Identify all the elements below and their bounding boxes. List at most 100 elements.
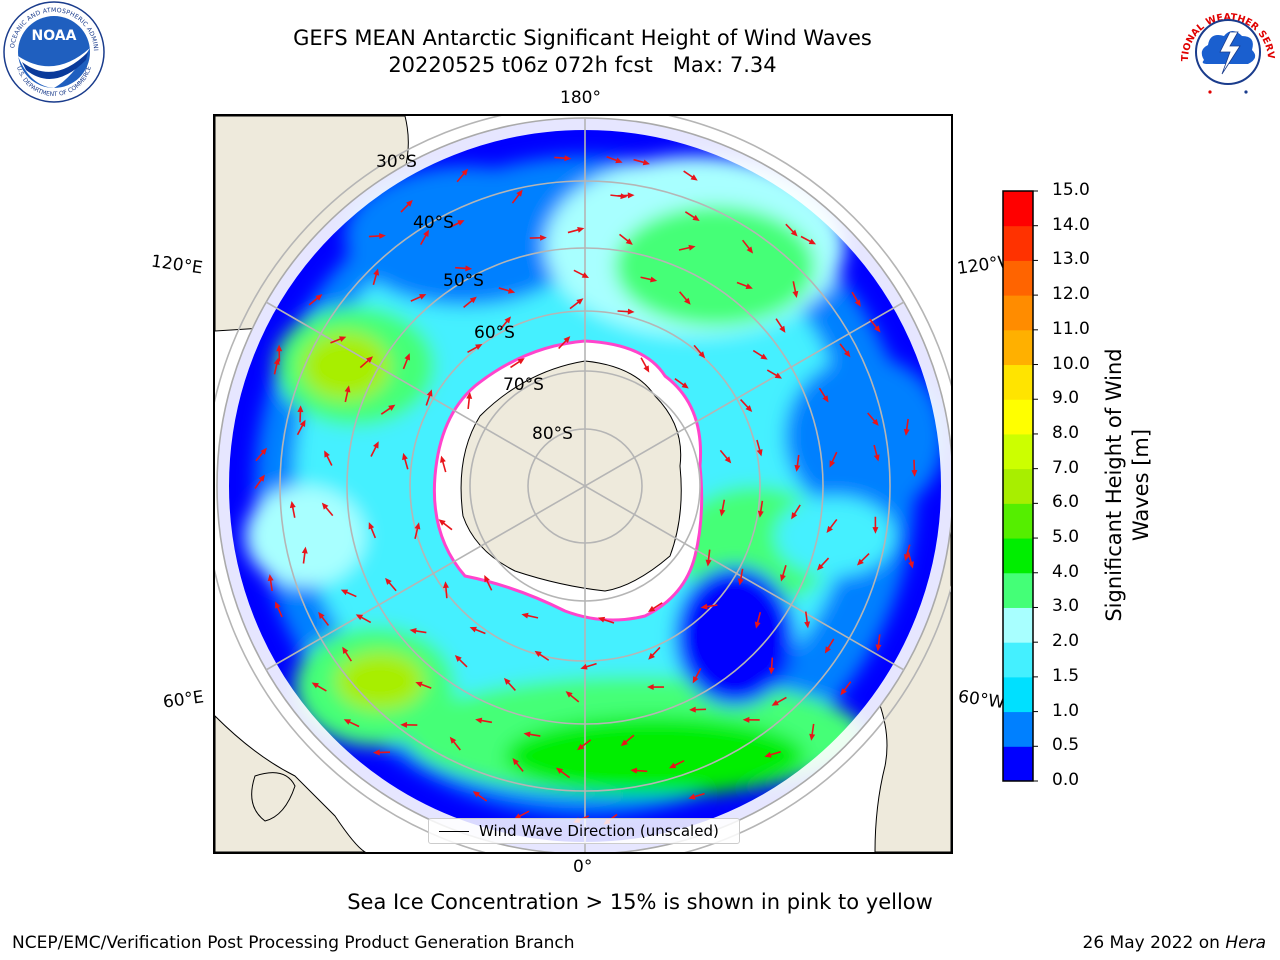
wave-arrow-head xyxy=(419,294,427,300)
lat-label-60s: 60°S xyxy=(474,323,515,343)
wave-arrow-head xyxy=(469,296,477,304)
wave-arrow-head xyxy=(565,691,573,698)
host-name: Hera xyxy=(1225,933,1266,953)
wave-arrow-head xyxy=(415,681,423,688)
nws-logo: NATIONAL WEATHER SERVICE xyxy=(1172,0,1280,108)
colorbar-segment xyxy=(1003,642,1033,678)
wave-arrow-head xyxy=(373,268,380,276)
wave-arrow-head xyxy=(366,356,373,363)
wave-arrow-head xyxy=(454,655,462,662)
wave-arrow-head xyxy=(700,603,708,610)
wave-arrow-head xyxy=(764,751,772,758)
wave-arrow-head xyxy=(275,601,281,609)
wave-arrow-head xyxy=(469,626,477,633)
wave-arrow-head xyxy=(440,455,446,463)
lon-label-180: 180° xyxy=(560,88,601,108)
wave-arrow-head xyxy=(555,767,564,774)
colorbar-segment xyxy=(1003,746,1033,782)
wave-arrow-head xyxy=(534,650,542,658)
wave-arrow-head xyxy=(757,510,764,518)
wave-arrow-head xyxy=(276,344,283,352)
wave-arrow-head xyxy=(581,272,590,278)
colorbar-label-line1: Significant Height of Wind xyxy=(1102,348,1126,622)
wave-arrow-head xyxy=(874,325,881,333)
wave-arrow-head xyxy=(379,232,386,239)
wave-arrow-head xyxy=(681,382,689,389)
wave-arrow-head xyxy=(273,357,280,365)
colorbar-segment xyxy=(1003,295,1033,331)
wave-arrow-head xyxy=(258,474,265,482)
wave-arrow-head xyxy=(368,522,375,530)
wave-arrow-head xyxy=(774,372,783,379)
lat-label-50s: 50°S xyxy=(443,271,484,291)
wave-arrow-head xyxy=(903,428,910,436)
wave-arrow-head xyxy=(756,449,763,457)
colorbar-segment xyxy=(1003,225,1033,261)
wave-arrow-head xyxy=(507,287,516,294)
colorbar-tick-label: 9.0 xyxy=(1052,388,1080,409)
wave-arrow-head xyxy=(684,297,691,305)
wave-arrow-head xyxy=(404,353,411,361)
wave-arrow-head xyxy=(299,419,306,427)
wave-arrow-head xyxy=(267,574,274,582)
wave-arrow-head xyxy=(692,214,700,221)
colorbar-tick-label: 5.0 xyxy=(1052,527,1080,548)
colorbar-frame xyxy=(1002,190,1034,782)
wave-arrow-head xyxy=(406,199,413,207)
wave-arrow-head xyxy=(339,336,347,342)
sea-ice-note: Sea Ice Concentration > 15% is shown in … xyxy=(347,890,933,914)
wave-arrow-head xyxy=(804,621,811,629)
lon-label-60e: 60°E xyxy=(161,687,206,713)
wave-arrow-head xyxy=(840,688,847,696)
date-value: 26 May 2022 on xyxy=(1082,933,1226,953)
legend-line-swatch xyxy=(439,831,469,832)
lat-label-40s: 40°S xyxy=(413,213,454,233)
wave-arrow-head xyxy=(516,189,523,197)
wave-arrow-head xyxy=(875,644,882,652)
graticule xyxy=(215,116,951,852)
wave-arrow-head xyxy=(808,238,817,245)
wave-arrow-head xyxy=(523,731,531,738)
wave-arrow-head xyxy=(650,276,658,283)
lon-label-60w: 60°W xyxy=(956,686,1007,714)
colorbar-segment xyxy=(1003,191,1033,227)
wave-arrow-head xyxy=(343,719,352,725)
wave-arrow-head xyxy=(794,464,801,472)
wave-arrow-head xyxy=(646,684,654,691)
wave-arrow-head xyxy=(466,391,473,399)
wave-direction-vectors xyxy=(254,155,918,825)
wave-arrow-head xyxy=(872,527,879,534)
wave-arrow-head xyxy=(688,244,696,251)
wave-arrow-head xyxy=(503,677,511,685)
wave-arrow-head xyxy=(449,736,457,744)
antarctica xyxy=(432,339,704,622)
wave-arrow-head xyxy=(911,470,918,477)
wave-arrow-head xyxy=(321,502,329,510)
colorbar-segment xyxy=(1003,538,1033,574)
colorbar-segment xyxy=(1003,607,1033,643)
colorbar-segment xyxy=(1003,433,1033,470)
wave-arrow-head xyxy=(724,456,732,464)
wave-arrow-head xyxy=(402,452,408,461)
wave-arrow-head xyxy=(690,174,698,181)
wave-arrow-head xyxy=(705,559,712,567)
wave-arrow-head xyxy=(668,762,677,769)
wave-arrow-head xyxy=(689,706,696,713)
wave-arrow-head xyxy=(822,395,829,403)
colorbar-tick-label: 15.0 xyxy=(1052,180,1090,200)
wave-arrow-head xyxy=(324,450,330,458)
wave-arrow-head xyxy=(754,621,761,629)
lat-label-70s: 70°S xyxy=(503,375,544,395)
colorbar-tick-label: 0.0 xyxy=(1052,770,1080,790)
map-legend: Wind Wave Direction (unscaled) xyxy=(428,818,740,844)
wave-arrow-head xyxy=(564,155,572,162)
wave-arrow-head xyxy=(620,739,628,747)
chart-subtitle: 20220525 t06z 072h fcst Max: 7.34 xyxy=(388,53,777,77)
wave-arrow-head xyxy=(627,192,635,199)
wave-arrow-head xyxy=(340,589,349,596)
wave-arrow-head xyxy=(745,283,753,289)
wave-arrow-head xyxy=(475,717,483,724)
wave-arrow-head xyxy=(442,581,449,589)
wave-arrow-head xyxy=(826,525,833,533)
wave-arrow-head xyxy=(457,220,465,226)
